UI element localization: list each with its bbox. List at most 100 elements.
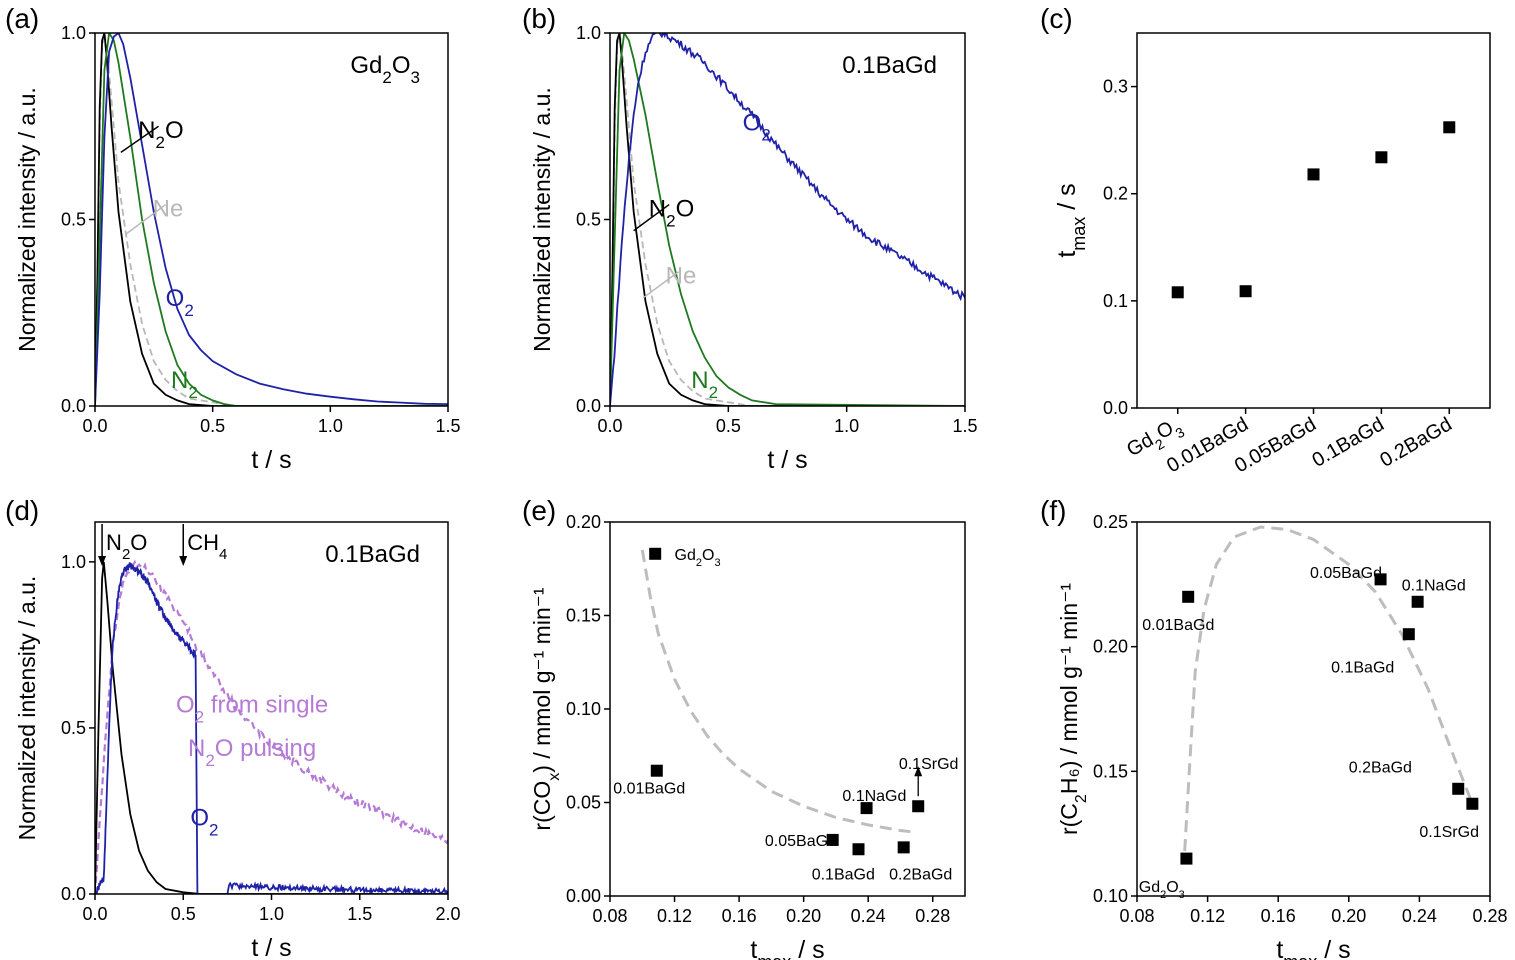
panel-label: (f) [1040,495,1066,526]
point-label: Gd2O3 [1139,879,1185,901]
point-label: 0.1NaGd [842,788,906,805]
x-tick-label: 0.16 [1261,906,1296,926]
x-category-label: 0.2BaGd [1376,413,1455,472]
point-label: 0.1NaGd [1402,577,1466,594]
label-leader-line [120,125,159,153]
x-tick-label: 0.5 [716,416,741,436]
data-point [649,547,662,560]
y-tick-label: 0.5 [61,210,86,230]
y-tick-label: 0.1 [1103,291,1128,311]
y-tick-label: 0.20 [566,512,601,532]
x-tick-label: 0.28 [1472,906,1507,926]
data-point [1466,797,1479,810]
y-tick-label: 0.15 [1093,761,1128,781]
point-label: 0.1BaGd [812,867,875,884]
x-tick-label: 1.5 [347,904,372,924]
x-tick-label: 1.0 [259,904,284,924]
x-tick-label: 0.12 [657,906,692,926]
x-tick-label: 0.0 [82,904,107,924]
panel-f: (f) 0.08 0.12 0.16 0.20 0.24 0.28 0.10 0.15 0.20 0… [1040,495,1508,960]
data-point [650,764,663,777]
y-axis-label: Normalized intensity / a.u. [529,87,555,352]
pulse-label: N2O [106,530,147,563]
y-axis-label: tmax / s [1053,183,1089,257]
y-tick-label: 0.0 [61,396,86,416]
x-tick-label: 1.5 [952,416,977,436]
y-tick-label: 0.05 [566,793,601,813]
series-label-o2: O2 [190,805,218,840]
series-label-o2_single: O2 from single [176,692,328,727]
x-tick-label: 0.12 [1190,906,1225,926]
panel-label: (a) [5,3,39,34]
series-n2-line [610,33,965,406]
y-axis-label: Normalized intensity / a.u. [14,576,40,841]
point-label: 0.1SrGd [899,756,959,773]
y-axis-label: Normalized intensity / a.u. [14,87,40,352]
y-tick-label: 0.5 [576,210,601,230]
x-axis-label: t / s [251,934,291,960]
data-point [1374,573,1387,586]
data-point [1307,168,1320,181]
data-point [1239,285,1252,298]
label-leader-line [642,271,680,299]
series-label-o2: O2 [166,285,194,320]
point-label: 0.2BaGd [1349,759,1412,776]
y-tick-label: 0.0 [576,396,601,416]
panel-e: (e) 0.08 0.12 0.16 0.20 0.24 0.28 0.00 0.05 0.10 0… [522,495,966,960]
y-tick-label: 0.2 [1103,184,1128,204]
y-tick-label: 0.20 [1093,637,1128,657]
y-tick-label: 0.10 [1093,886,1128,906]
x-tick-label: 0.08 [592,906,627,926]
plot-frame [94,32,449,407]
sample-label: 0.1BaGd [842,52,937,79]
data-point [1402,628,1415,641]
y-tick-label: 0.5 [61,718,86,738]
y-tick-label: 1.0 [576,23,601,43]
data-point [852,843,865,856]
x-axis-label: tmax / s [750,936,824,960]
plot-area [610,33,965,406]
x-tick-label: 2.0 [435,904,460,924]
y-tick-label: 0.10 [566,699,601,719]
x-tick-label: 0.5 [171,904,196,924]
series-label-ne: Ne [666,262,697,289]
pulse-label: CH4 [187,530,227,563]
series-ne-line [95,33,448,406]
series-o2-line [226,881,448,894]
series-n2-line [95,33,448,406]
y-tick-label: 1.0 [61,23,86,43]
data-point [897,841,910,854]
y-tick-label: 0.3 [1103,77,1128,97]
panel-label: (e) [522,495,556,526]
data-point [1171,286,1184,299]
series-label-o2_single: N2O pulsing [188,735,316,770]
series-n2o-line [95,561,448,894]
point-label: 0.01BaGd [1142,617,1214,634]
panel-a: (a) 0.0 0.5 1.0 1.5 0.0 0.5 1.0 t / s Normalized … [5,3,461,474]
data-point [860,802,873,815]
series-n2o-line [95,33,448,406]
x-axis-label: t / s [251,446,291,474]
x-tick-label: 0.08 [1119,906,1154,926]
y-axis-label: r(COx) / mmol g⁻¹ min⁻¹ [529,587,563,830]
y-tick-label: 1.0 [61,552,86,572]
x-tick-label: 0.28 [915,906,950,926]
data-point [1411,595,1424,608]
series-o2-line [610,33,965,406]
x-category-label: 0.1BaGd [1309,413,1388,472]
plot-area [1183,525,1474,852]
data-point [912,800,925,813]
lower-bound-arrow-head [914,766,923,777]
panel-label: (b) [522,3,556,34]
data-point [1182,590,1195,603]
y-tick-label: 0.25 [1093,512,1128,532]
data-point [1375,151,1388,164]
x-tick-label: 0.24 [851,906,886,926]
x-tick-label: 0.5 [200,416,225,436]
plot-area [640,549,917,834]
y-tick-label: 0.0 [61,884,86,904]
series-o2-line [95,562,197,894]
series-o2_single-line [95,559,448,894]
point-label: 0.05BaGd [765,833,837,850]
